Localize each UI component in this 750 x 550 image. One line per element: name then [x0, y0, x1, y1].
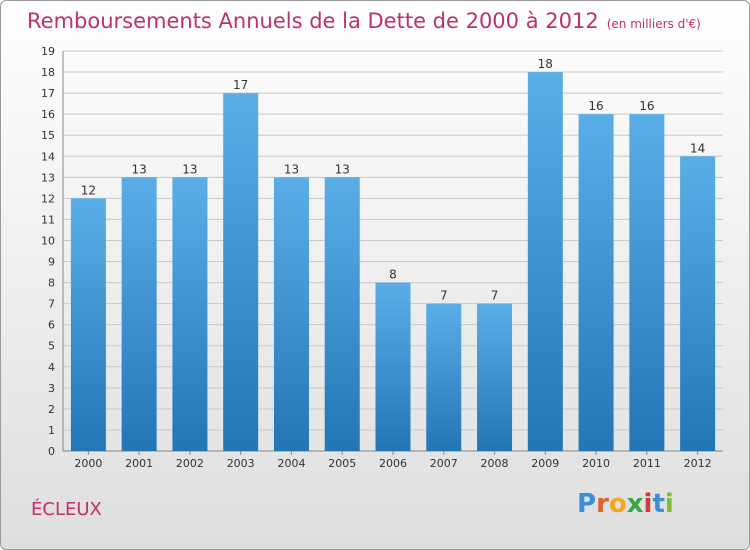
x-tick-label: 2008 [481, 457, 509, 470]
y-tick-label: 19 [41, 45, 55, 58]
x-tick-label: 2002 [176, 457, 204, 470]
bar [172, 177, 208, 451]
y-tick-label: 18 [41, 66, 55, 79]
bar-value-label: 7 [440, 289, 448, 303]
x-tick-label: 2010 [582, 457, 610, 470]
x-tick-label: 2003 [227, 457, 255, 470]
x-tick-label: 2009 [531, 457, 559, 470]
bar-value-label: 13 [335, 162, 350, 176]
y-tick-label: 2 [48, 403, 55, 416]
x-tick-label: 2011 [633, 457, 661, 470]
y-tick-label: 13 [41, 171, 55, 184]
y-tick-label: 4 [48, 361, 55, 374]
bar-value-label: 7 [491, 289, 499, 303]
bar-value-label: 18 [538, 57, 553, 71]
y-tick-label: 7 [48, 298, 55, 311]
bar [680, 156, 716, 451]
bar [578, 114, 614, 451]
bar [426, 303, 462, 451]
x-tick-label: 2006 [379, 457, 407, 470]
x-tick-label: 2007 [430, 457, 458, 470]
bar [324, 177, 360, 451]
y-tick-label: 14 [41, 150, 55, 163]
x-tick-label: 2004 [277, 457, 305, 470]
bar [477, 303, 513, 451]
bar [273, 177, 309, 451]
y-tick-label: 9 [48, 256, 55, 269]
commune-name: ÉCLEUX [31, 499, 102, 520]
logo-letter: i [664, 489, 674, 519]
bar [70, 198, 106, 451]
y-tick-label: 16 [41, 108, 55, 121]
bar-value-label: 16 [588, 99, 603, 113]
bar-value-label: 12 [81, 183, 96, 197]
proxiti-logo: Proxiti [577, 489, 674, 519]
logo-letter: x [626, 489, 644, 519]
logo-letter: o [608, 489, 627, 519]
bar-value-label: 8 [389, 268, 397, 282]
logo-letter: i [643, 489, 653, 519]
y-tick-label: 11 [41, 213, 55, 226]
chart-unit: (en milliers d'€) [606, 17, 701, 31]
logo-letter: P [577, 489, 597, 519]
bar-value-label: 14 [690, 141, 705, 155]
bar-value-label: 16 [639, 99, 654, 113]
y-tick-label: 6 [48, 319, 55, 332]
chart-title-text: Remboursements Annuels de la Dette de 20… [27, 9, 599, 33]
bar [375, 282, 411, 451]
y-tick-label: 12 [41, 192, 55, 205]
chart-title: Remboursements Annuels de la Dette de 20… [27, 9, 701, 33]
bar-value-label: 17 [233, 78, 248, 92]
bar-value-label: 13 [284, 162, 299, 176]
bar-value-label: 13 [182, 162, 197, 176]
labels: 0123456789101112131415161718191220001320… [41, 45, 712, 470]
y-tick-label: 3 [48, 382, 55, 395]
bar [629, 114, 665, 451]
bar-value-label: 13 [132, 162, 147, 176]
y-tick-label: 1 [48, 424, 55, 437]
y-tick-label: 17 [41, 87, 55, 100]
x-tick-label: 2001 [125, 457, 153, 470]
y-tick-label: 5 [48, 340, 55, 353]
x-tick-label: 2000 [74, 457, 102, 470]
x-tick-label: 2005 [328, 457, 356, 470]
y-tick-label: 15 [41, 129, 55, 142]
x-tick-label: 2012 [684, 457, 712, 470]
bar [121, 177, 157, 451]
logo-letter: t [652, 489, 665, 519]
y-tick-label: 10 [41, 234, 55, 247]
bars [70, 72, 716, 452]
bar [527, 72, 563, 451]
y-tick-label: 8 [48, 277, 55, 290]
y-tick-label: 0 [48, 445, 55, 458]
logo-letter: r [596, 489, 609, 519]
bar [223, 93, 259, 452]
